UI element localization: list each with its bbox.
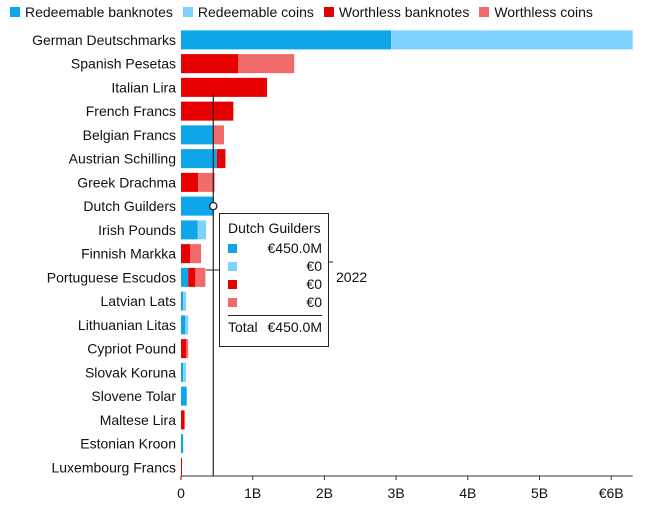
bar-segment [181, 291, 184, 311]
tooltip-row: €0 [228, 293, 322, 311]
tooltip-row: €0 [228, 257, 322, 275]
legend-item-redeemable-coins[interactable]: Redeemable coins [182, 4, 314, 20]
category-label: German Deutschmarks [32, 32, 176, 48]
bar-segment [181, 267, 189, 287]
bar-segment [181, 362, 184, 382]
category-label: Slovak Koruna [85, 364, 176, 380]
category-label: Latvian Lats [101, 293, 177, 309]
bar-segment [198, 172, 215, 192]
bar-segment [195, 267, 206, 287]
category-label: Maltese Lira [100, 412, 176, 428]
legend-item-redeemable-banknotes[interactable]: Redeemable banknotes [10, 4, 173, 20]
tooltip-swatch [228, 261, 237, 271]
bar-segment [181, 220, 198, 240]
tooltip-row: €0 [228, 275, 322, 293]
category-label: Irish Pounds [98, 222, 176, 238]
tooltip-value: €0 [306, 276, 322, 292]
category-label: French Francs [86, 103, 176, 119]
bar-segment [183, 291, 187, 311]
tooltip-swatch [228, 243, 237, 253]
bar-segment [181, 125, 213, 145]
tooltip-value: €0 [306, 258, 322, 274]
tooltip-value: €0 [306, 294, 322, 310]
x-tick-label: 2B [316, 485, 333, 501]
legend-swatch [323, 7, 334, 17]
bar-segment [181, 77, 268, 97]
legend-swatch [182, 7, 193, 17]
bar-segment [185, 315, 189, 335]
bar-segment [181, 172, 199, 192]
reference-line-label: 2022 [336, 269, 368, 285]
tooltip: Dutch Guilders €450.0M €0 €0 €0 Total €4… [219, 213, 329, 347]
category-label: Cypriot Pound [87, 341, 176, 357]
bar-segment [181, 244, 191, 264]
bar-segment [181, 434, 184, 454]
legend-item-worthless-banknotes[interactable]: Worthless banknotes [323, 4, 470, 20]
bar-segment [181, 196, 214, 216]
tooltip-row: €450.0M [228, 239, 322, 257]
highlight-marker [209, 201, 218, 211]
legend-label: Redeemable coins [197, 4, 314, 20]
x-tick-label: 5B [531, 485, 548, 501]
category-label: Italian Lira [111, 79, 176, 95]
category-label: Portuguese Escudos [47, 269, 176, 285]
bar-segment [181, 54, 239, 74]
bar-segment [212, 125, 225, 145]
category-label: Lithuanian Litas [78, 317, 176, 333]
tooltip-title: Dutch Guilders [228, 220, 321, 236]
chart-legend: Redeemable banknotes Redeemable coins Wo… [10, 4, 593, 20]
legend-swatch [479, 7, 490, 17]
bar-segment [391, 30, 633, 50]
category-label: Belgian Francs [83, 127, 176, 143]
x-tick-label: €6B [599, 485, 624, 501]
legend-item-worthless-coins[interactable]: Worthless coins [479, 4, 593, 20]
tooltip-total-label: Total [228, 319, 258, 335]
legend-label: Redeemable banknotes [25, 4, 173, 20]
tooltip-total-value: €450.0M [267, 319, 322, 335]
legend-label: Worthless coins [494, 4, 593, 20]
x-tick-label: 1B [244, 485, 261, 501]
x-tick-label: 3B [388, 485, 405, 501]
bar-segment [181, 457, 182, 477]
bar-segment [183, 362, 187, 382]
category-label: Austrian Schilling [69, 151, 176, 167]
bar-segment [181, 339, 187, 359]
bar-segment [181, 386, 187, 406]
category-label: Finnish Markka [81, 246, 176, 262]
bar-segment [181, 101, 234, 121]
bar-segment [238, 54, 295, 74]
x-tick-label: 4B [459, 485, 476, 501]
category-label: Greek Drachma [77, 174, 176, 190]
bar-segment [216, 149, 226, 169]
bar-segment [181, 315, 186, 335]
category-label: Estonian Kroon [80, 436, 176, 452]
tooltip-total: Total €450.0M [228, 315, 322, 335]
category-label: Luxembourg Francs [51, 459, 176, 475]
bar-segment [181, 149, 217, 169]
bar-segment [186, 339, 189, 359]
bar-segment [188, 267, 196, 287]
category-label: Slovene Tolar [91, 388, 176, 404]
tooltip-swatch [228, 279, 237, 289]
tooltip-swatch [228, 297, 237, 307]
legend-label: Worthless banknotes [338, 4, 470, 20]
legend-swatch [10, 7, 20, 17]
bar-segment [181, 30, 392, 50]
bar-segment [197, 220, 207, 240]
tooltip-value: €450.0M [267, 240, 322, 256]
x-tick-label: 0 [177, 485, 185, 501]
bar-segment [181, 410, 185, 430]
bar-segment [190, 244, 202, 264]
category-label: Dutch Guilders [83, 198, 176, 214]
category-label: Spanish Pesetas [71, 56, 176, 72]
